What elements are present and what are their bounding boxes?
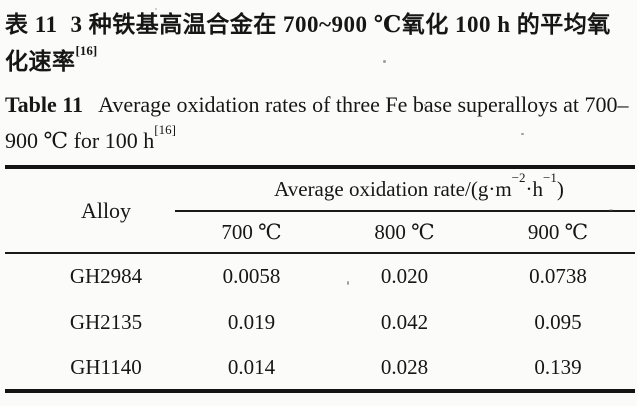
column-header-alloy: Alloy [5, 167, 175, 254]
unit-text-suffix: ) [556, 177, 564, 201]
unit-text-prefix: Average oxidation rate/(g·m [274, 177, 512, 201]
scan-speck [347, 281, 349, 285]
table-row: GH1140 0.014 0.028 0.139 [5, 345, 635, 391]
rate-value: 0.0058 [222, 264, 281, 288]
scan-speck [383, 60, 386, 63]
caption-english: Table 11 Average oxidation rates of three… [5, 87, 633, 159]
caption-chinese-text: 3 种铁基高温合金在 700~900 ℃氧化 100 h 的平均氧化速率 [5, 12, 611, 74]
caption-english-text: Average oxidation rates of three Fe base… [5, 92, 629, 153]
scan-speck [424, 104, 426, 106]
column-header-unit: Average oxidation rate/(g·m−2·h−1) [175, 167, 635, 212]
table-header-row-1: Alloy Average oxidation rate/(g·m−2·h−1) [5, 167, 635, 254]
table-row: GH2984 0.0058 0.020 0.0738 [5, 253, 635, 299]
caption-chinese-label: 表 11 [5, 12, 58, 37]
caption-chinese: 表 11 3 种铁基高温合金在 700~900 ℃氧化 100 h 的平均氧化速率… [5, 6, 633, 80]
rate-value: 0.042 [380, 309, 429, 334]
oxidation-rate-table: Alloy Average oxidation rate/(g·m−2·h−1)… [5, 165, 635, 393]
scan-speck [609, 209, 613, 211]
caption-english-reference: [16] [154, 121, 176, 137]
column-header-900c: 900 ℃ [481, 211, 635, 254]
rate-value: 0.014 [227, 354, 276, 379]
alloy-name: GH2135 [69, 309, 143, 334]
alloy-name: GH2984 [69, 264, 143, 288]
table-header-row-2: 700 ℃ 800 ℃ 900 ℃ [5, 211, 635, 254]
caption-chinese-reference: [16] [75, 42, 98, 58]
rate-value: 0.139 [534, 354, 582, 379]
unit-exponent-1: −2 [511, 170, 526, 186]
rate-value: 0.019 [227, 309, 276, 334]
alloy-name: GH1140 [70, 354, 142, 379]
caption-english-label: Table 11 [5, 92, 84, 117]
column-header-800c: 800 ℃ [328, 211, 481, 254]
rate-value: 0.095 [534, 309, 582, 334]
rate-value: 0.0738 [529, 264, 587, 288]
rate-value: 0.020 [380, 264, 429, 288]
table-row: GH2135 0.019 0.042 0.095 [5, 299, 635, 345]
unit-exponent-2: −1 [543, 170, 557, 186]
scan-speck [521, 133, 524, 135]
unit-text-mid: ·h [525, 177, 544, 201]
column-header-700c: 700 ℃ [175, 211, 328, 254]
scan-speck [155, 8, 157, 10]
rate-value: 0.028 [380, 354, 429, 379]
